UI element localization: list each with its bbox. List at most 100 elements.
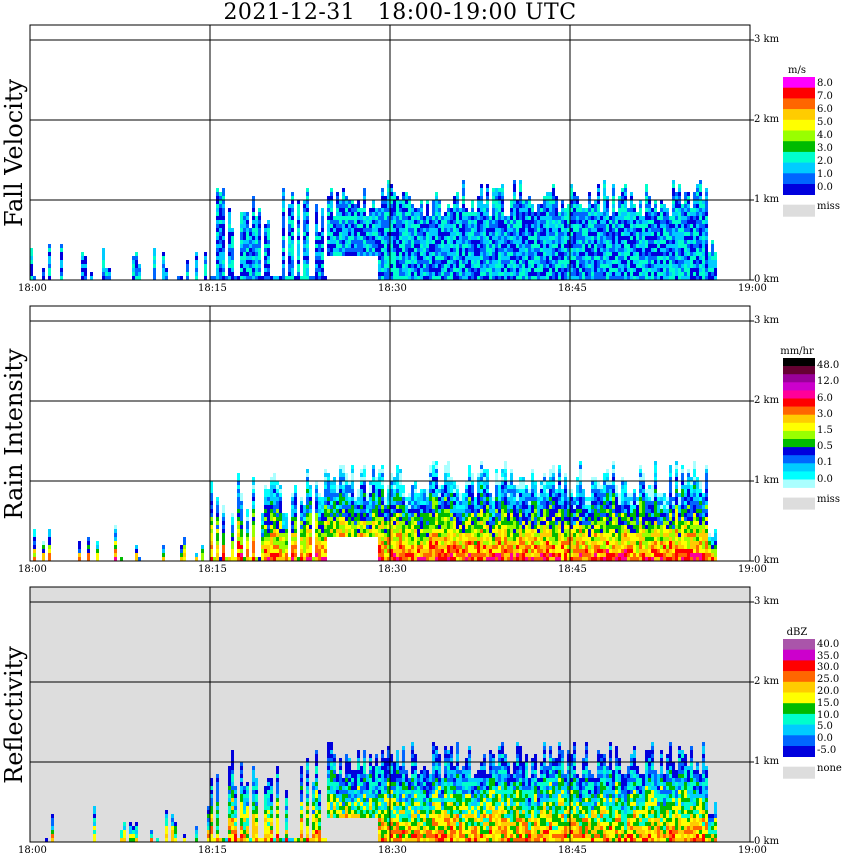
echo-cell <box>453 549 456 553</box>
echo-cell <box>441 248 444 252</box>
echo-cell <box>246 521 249 525</box>
echo-cell <box>444 469 447 473</box>
echo-cell <box>426 517 429 521</box>
echo-cell <box>243 232 246 236</box>
echo-cell <box>660 224 663 228</box>
echo-cell <box>333 513 336 517</box>
echo-cell <box>291 204 294 208</box>
echo-cell <box>606 272 609 276</box>
echo-cell <box>519 545 522 549</box>
echo-cell <box>240 240 243 244</box>
echo-cell <box>492 196 495 200</box>
echo-cell <box>654 228 657 232</box>
echo-cell <box>525 489 528 493</box>
echo-cell <box>501 497 504 501</box>
echo-cell <box>510 268 513 272</box>
echo-cell <box>654 264 657 268</box>
echo-cell <box>267 260 270 264</box>
echo-cell <box>486 473 489 477</box>
echo-cell <box>399 208 402 212</box>
echo-cell <box>333 501 336 505</box>
echo-cell <box>102 256 105 260</box>
echo-cell <box>243 557 246 561</box>
echo-cell <box>369 244 372 248</box>
echo-cell <box>459 252 462 256</box>
echo-cell <box>384 216 387 220</box>
echo-cell <box>498 192 501 196</box>
echo-cell <box>408 252 411 256</box>
echo-cell <box>543 232 546 236</box>
echo-cell <box>273 505 276 509</box>
echo-cell <box>651 220 654 224</box>
echo-cell <box>642 236 645 240</box>
echo-cell <box>477 557 480 561</box>
echo-cell <box>606 224 609 228</box>
echo-cell <box>252 481 255 485</box>
echo-cell <box>645 216 648 220</box>
echo-cell <box>570 196 573 200</box>
echo-cell <box>438 485 441 489</box>
echo-cell <box>423 240 426 244</box>
echo-cell <box>240 212 243 216</box>
echo-cell <box>534 256 537 260</box>
echo-cell <box>456 252 459 256</box>
echo-cell <box>471 256 474 260</box>
echo-cell <box>300 497 303 501</box>
echo-cell <box>342 497 345 501</box>
echo-cell <box>447 521 450 525</box>
echo-cell <box>432 485 435 489</box>
echo-cell <box>345 252 348 256</box>
echo-cell <box>645 260 648 264</box>
echo-cell <box>702 244 705 248</box>
echo-cell <box>591 276 594 280</box>
echo-cell <box>522 276 525 280</box>
echo-cell <box>381 553 384 557</box>
echo-cell <box>426 521 429 525</box>
echo-cell <box>513 549 516 553</box>
echo-cell <box>672 236 675 240</box>
echo-cell <box>468 517 471 521</box>
echo-cell <box>258 224 261 228</box>
echo-cell <box>429 549 432 553</box>
echo-cell <box>561 208 564 212</box>
echo-cell <box>501 276 504 280</box>
echo-cell <box>366 236 369 240</box>
echo-cell <box>276 497 279 501</box>
echo-cell <box>627 276 630 280</box>
echo-cell <box>318 553 321 557</box>
echo-cell <box>546 204 549 208</box>
echo-cell <box>684 204 687 208</box>
echo-cell <box>474 553 477 557</box>
echo-cell <box>525 264 528 268</box>
echo-cell <box>402 224 405 228</box>
echo-cell <box>429 220 432 224</box>
echo-cell <box>282 533 285 537</box>
echo-cell <box>471 473 474 477</box>
echo-cell <box>366 224 369 228</box>
echo-cell <box>582 252 585 256</box>
echo-cell <box>210 481 213 485</box>
echo-cell <box>60 264 63 268</box>
echo-cell <box>435 260 438 264</box>
echo-cell <box>522 517 525 521</box>
echo-cell <box>204 252 207 256</box>
echo-cell <box>456 517 459 521</box>
echo-cell <box>375 517 378 521</box>
echo-cell <box>465 553 468 557</box>
echo-cell <box>600 260 603 264</box>
echo-cell <box>519 505 522 509</box>
echo-cell <box>519 212 522 216</box>
echo-cell <box>357 513 360 517</box>
echo-cell <box>456 545 459 549</box>
echo-cell <box>477 264 480 268</box>
echo-cell <box>486 509 489 513</box>
echo-cell <box>501 513 504 517</box>
echo-cell <box>423 236 426 240</box>
echo-cell <box>678 236 681 240</box>
echo-cell <box>450 220 453 224</box>
echo-cell <box>342 465 345 469</box>
echo-cell <box>504 557 507 561</box>
echo-cell <box>519 489 522 493</box>
echo-cell <box>306 493 309 497</box>
echo-cell <box>612 188 615 192</box>
